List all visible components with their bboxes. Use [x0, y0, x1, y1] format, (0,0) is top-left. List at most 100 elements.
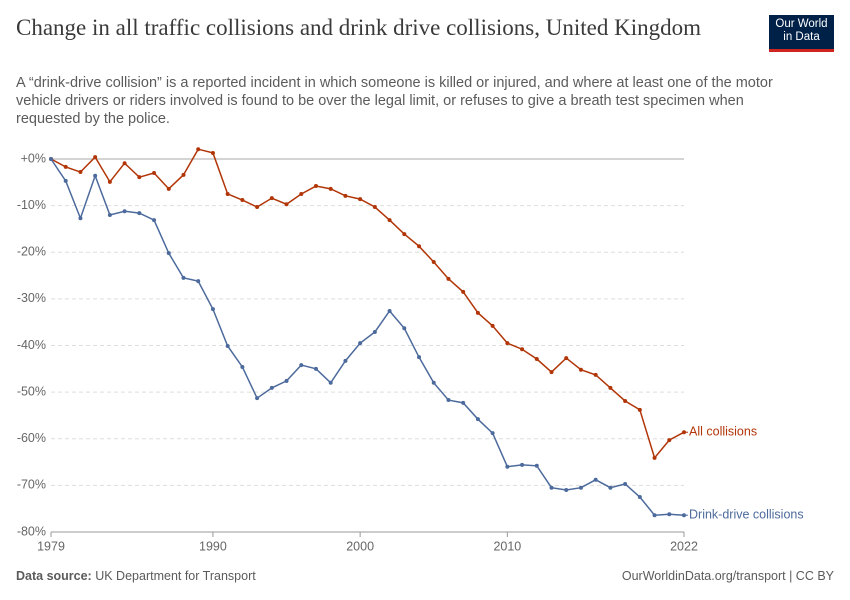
data-point — [107, 212, 112, 217]
data-point — [93, 173, 98, 178]
data-point — [358, 197, 363, 202]
series-label: All collisions — [689, 425, 757, 439]
title: Change in all traffic collisions and dri… — [16, 15, 701, 40]
data-point — [93, 155, 98, 160]
y-tick-label: +0% — [21, 151, 46, 165]
logo[interactable]: Our World in Data — [769, 15, 834, 52]
data-point — [520, 462, 525, 467]
y-tick-label: -60% — [17, 431, 46, 445]
data-point — [299, 363, 304, 368]
data-point — [534, 357, 539, 362]
data-point — [402, 326, 407, 331]
data-point — [284, 378, 289, 383]
data-point — [49, 157, 53, 161]
source: UK Department for Transport — [95, 569, 256, 583]
data-point — [623, 398, 628, 403]
data-point — [63, 164, 68, 169]
data-point — [637, 495, 642, 500]
data-point — [682, 513, 686, 518]
data-point — [78, 170, 83, 175]
data-point — [446, 276, 451, 281]
y-tick-label: -80% — [17, 524, 46, 538]
data-point — [667, 512, 672, 517]
y-tick-label: -50% — [17, 384, 46, 398]
data-point — [534, 463, 539, 468]
data-point — [475, 310, 480, 315]
data-point — [210, 150, 215, 155]
logo-line: in Data — [783, 31, 820, 43]
data-point — [196, 147, 201, 152]
data-point — [682, 430, 686, 435]
data-point — [652, 513, 657, 518]
data-point — [181, 275, 186, 280]
y-tick-label: -20% — [17, 245, 46, 259]
data-point — [107, 179, 112, 184]
data-point — [328, 186, 333, 191]
data-point — [343, 358, 348, 363]
data-point — [637, 407, 642, 412]
data-point — [505, 464, 510, 469]
data-point — [284, 202, 289, 207]
data-point — [181, 172, 186, 177]
data-point — [667, 438, 672, 443]
y-tick-label: -70% — [17, 478, 46, 492]
data-point — [225, 191, 230, 196]
data-point — [431, 260, 436, 265]
data-point — [152, 218, 157, 223]
source-label: Data source: — [16, 569, 92, 583]
data-point — [328, 380, 333, 385]
data-point — [387, 218, 392, 223]
data-point — [240, 198, 245, 203]
data-point — [578, 367, 583, 372]
data-point — [549, 485, 554, 490]
data-point — [652, 455, 657, 460]
y-tick-label: -40% — [17, 338, 46, 352]
data-point — [475, 417, 480, 422]
data-point — [269, 196, 274, 201]
data-point — [417, 355, 422, 360]
data-point — [210, 307, 215, 312]
data-point — [623, 481, 628, 486]
data-point — [240, 364, 245, 369]
data-point — [372, 329, 377, 334]
data-point — [608, 485, 613, 490]
data-point — [343, 193, 348, 198]
data-point — [122, 209, 127, 214]
x-tick-label: 2010 — [493, 539, 521, 553]
data-point — [593, 477, 598, 482]
data-point — [490, 323, 495, 328]
y-tick-label: -10% — [17, 198, 46, 212]
data-point — [564, 356, 569, 361]
y-tick-label: -30% — [17, 291, 46, 305]
data-point — [166, 251, 171, 256]
data-point — [578, 485, 583, 490]
data-point — [63, 178, 68, 183]
data-point — [255, 396, 260, 401]
subtitle: A “drink-drive collision” is a reported … — [16, 75, 773, 127]
data-point — [358, 341, 363, 346]
footer-credit[interactable]: OurWorldinData.org/transport | CC BY — [621, 569, 834, 583]
data-point — [431, 380, 436, 385]
data-point — [549, 370, 554, 375]
logo-line: Our World — [775, 18, 828, 30]
data-point — [461, 289, 466, 294]
data-point — [78, 216, 83, 221]
data-point — [593, 372, 598, 377]
data-point — [166, 186, 171, 191]
x-tick-label: 1979 — [37, 539, 65, 553]
data-point — [608, 385, 613, 390]
data-point — [137, 175, 142, 180]
data-point — [417, 244, 422, 249]
data-point — [299, 191, 304, 196]
data-point — [372, 205, 377, 210]
data-point — [122, 161, 127, 166]
series-line — [50, 158, 685, 516]
data-point — [505, 341, 510, 346]
data-point — [313, 184, 318, 189]
footer-source: Data source: UK Department for Transport — [16, 569, 256, 583]
data-point — [520, 347, 525, 352]
data-point — [269, 385, 274, 390]
data-point — [196, 279, 201, 284]
